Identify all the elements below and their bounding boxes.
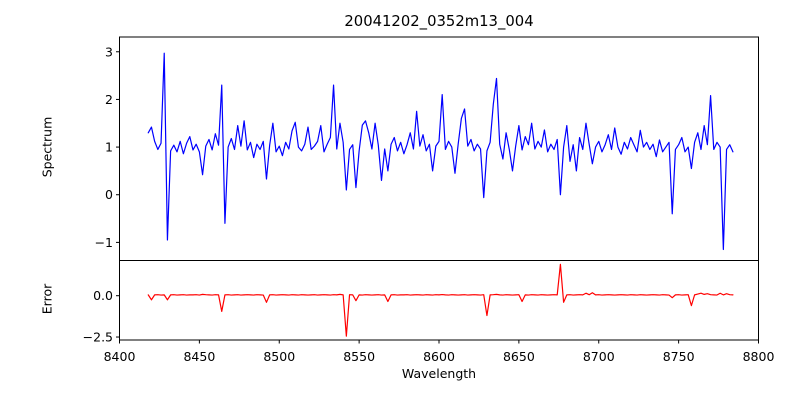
spectrum-line <box>147 52 734 251</box>
axes-frame-error <box>119 260 759 341</box>
x-tick-label: 8750 <box>663 349 695 364</box>
x-axis-label: Wavelength <box>401 366 477 381</box>
y-axis-label-error: Error <box>39 283 55 315</box>
y-tick-label-error: −2.5 <box>83 330 113 345</box>
x-tick-label: 8600 <box>423 349 455 364</box>
y-tick-label-spectrum: 1 <box>105 140 113 155</box>
y-tick-label-error: 0.0 <box>93 288 113 303</box>
y-tick-label-spectrum: 3 <box>105 44 113 59</box>
y-tick-label-spectrum: 0 <box>105 187 113 202</box>
x-tick-label: 8650 <box>503 349 535 364</box>
x-tick-label: 8800 <box>743 349 775 364</box>
chart-title: 20041202_0352m13_004 <box>344 13 534 30</box>
x-tick-label: 8700 <box>583 349 615 364</box>
x-tick-label: 8550 <box>343 349 375 364</box>
y-axis-label-spectrum: Spectrum <box>39 116 55 178</box>
x-tick-label: 8500 <box>263 349 295 364</box>
x-tick-label: 8400 <box>104 349 136 364</box>
error-line <box>147 263 734 337</box>
y-tick-label-spectrum: 2 <box>105 92 113 107</box>
y-tick-label-spectrum: −1 <box>95 235 113 250</box>
axes-frame-spectrum <box>119 36 759 261</box>
x-tick-label: 8450 <box>183 349 215 364</box>
